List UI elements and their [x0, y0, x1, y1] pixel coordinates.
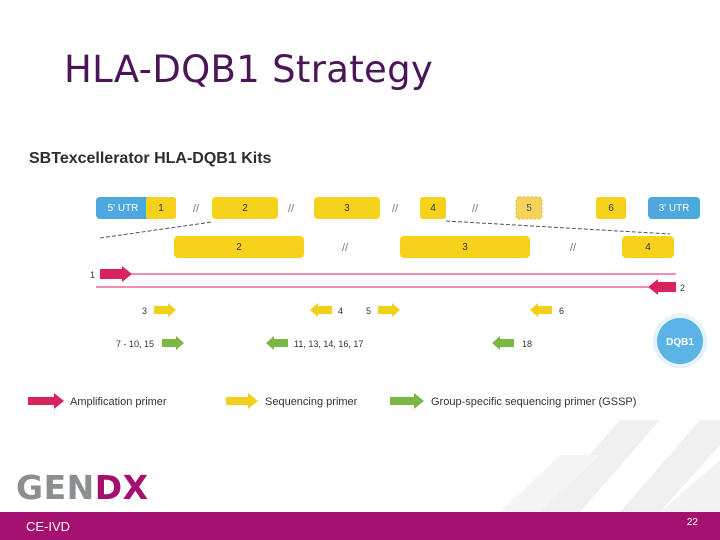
amplicon-2-box: [174, 236, 304, 258]
legend-sequencing-arrow: [226, 393, 258, 409]
legend-amplification-label: Amplification primer: [70, 396, 167, 408]
footer-label: CE-IVD: [26, 519, 71, 534]
seq-primer-3-arrow: [154, 303, 176, 317]
utr5-box: [96, 197, 150, 219]
amplicon-3-label: 3: [462, 242, 468, 253]
diagram-heading: SBTexcellerator HLA-DQB1 Kits: [29, 150, 272, 167]
exon-2-label: 2: [242, 203, 248, 214]
connector-line: [99, 221, 213, 239]
exon-1-label: 1: [158, 203, 164, 214]
seq-primer-6-label: 6: [559, 306, 564, 316]
legend-amplification-arrow: [28, 393, 64, 409]
break-mark-icon: //: [392, 203, 399, 215]
amplicon-3-box: [400, 236, 530, 258]
legend-gssp-arrow: [390, 393, 424, 409]
footer-bar: CE-IVD 22: [0, 512, 720, 540]
amplicon-4-box: [622, 236, 674, 258]
connector-line: [445, 220, 671, 235]
gene-badge: [657, 318, 703, 364]
exon-3-box: [314, 197, 380, 219]
seq-primer-4-label: 4: [338, 306, 343, 316]
break-mark-icon: //: [472, 203, 479, 215]
amplicon-4-label: 4: [645, 242, 651, 253]
exon-row: 5' UTR 1 // 2 // 3 // 4 // 5 6 3' UTR: [96, 196, 700, 220]
amp-primer-1-label: 1: [90, 270, 95, 280]
legend-gssp-label: Group-specific sequencing primer (GSSP): [431, 396, 636, 408]
amplification-primers: 1 2: [90, 266, 685, 295]
slide-title: HLA-DQB1 Strategy: [64, 48, 434, 91]
gssp-middle-arrow: [266, 336, 288, 350]
exon-3-label: 3: [344, 203, 350, 214]
gssp-left-arrow: [162, 336, 184, 350]
utr3-label: 3' UTR: [659, 203, 690, 214]
exon-6-box: [596, 197, 626, 219]
amp-primer-1-arrow: [100, 266, 132, 282]
page-number: 22: [686, 517, 698, 528]
gene-badge-label: DQB1: [666, 337, 694, 348]
exon-2-box: [212, 197, 278, 219]
exon-4-box: [420, 197, 446, 219]
seq-primer-3-label: 3: [142, 306, 147, 316]
gendx-logo: GENDX: [16, 468, 149, 507]
amp-primer-2-label: 2: [680, 283, 685, 293]
exon-4-label: 4: [430, 203, 436, 214]
utr5-label: 5' UTR: [108, 203, 139, 214]
seq-primer-4-arrow: [310, 303, 332, 317]
gssp-primers: 7 - 10, 15 11, 13, 14, 16, 17 18: [116, 336, 532, 350]
seq-primer-5-arrow: [378, 303, 400, 317]
legend-sequencing-label: Sequencing primer: [265, 396, 358, 408]
exon-6-label: 6: [608, 203, 614, 214]
utr3-box: [648, 197, 700, 219]
gssp-left-label: 7 - 10, 15: [116, 339, 154, 349]
gssp-right-label: 18: [522, 339, 532, 349]
break-mark-icon: //: [570, 242, 577, 254]
exon-5-label: 5: [526, 203, 532, 214]
gssp-middle-label: 11, 13, 14, 16, 17: [294, 339, 363, 349]
break-mark-icon: //: [288, 203, 295, 215]
amplicon-row: 2 // 3 // 4: [174, 236, 674, 258]
gssp-right-arrow: [492, 336, 514, 350]
seq-primer-5-label: 5: [366, 306, 371, 316]
sequencing-primers: 3 4 5 6: [142, 303, 564, 317]
amp-primer-2-arrow: [648, 279, 676, 295]
exon-1-box: [146, 197, 176, 219]
legend: Amplification primer Sequencing primer G…: [28, 393, 636, 409]
amplicon-2-label: 2: [236, 242, 242, 253]
seq-primer-6-arrow: [530, 303, 552, 317]
break-mark-icon: //: [342, 242, 349, 254]
break-mark-icon: //: [193, 203, 200, 215]
exon-5-box: [515, 196, 543, 220]
